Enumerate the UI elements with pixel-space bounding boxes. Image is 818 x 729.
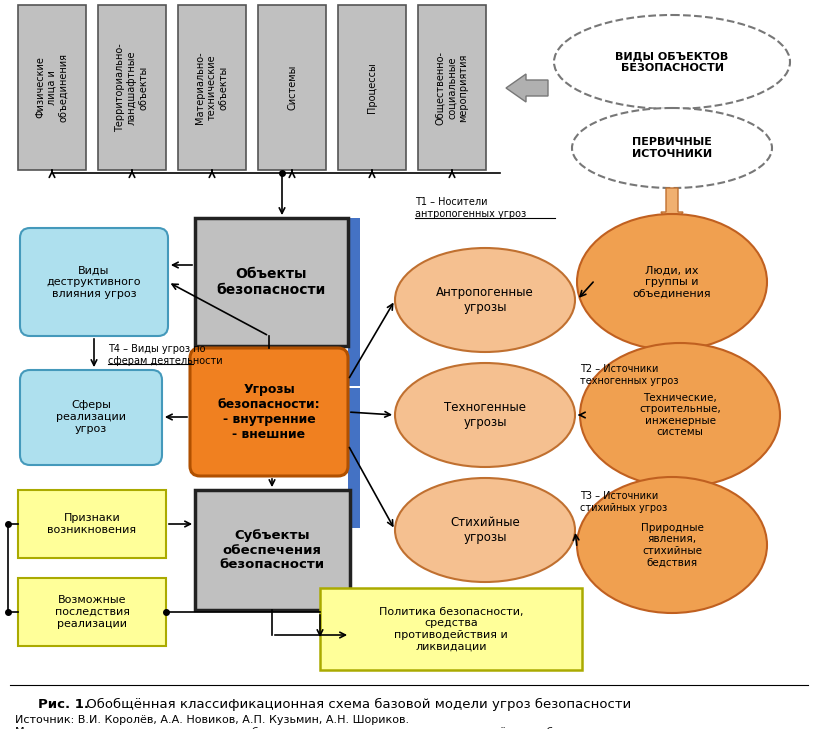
Text: Субъекты
обеспечения
безопасности: Субъекты обеспечения безопасности <box>219 529 325 572</box>
Text: Признаки
возникновения: Признаки возникновения <box>47 513 137 535</box>
Text: Материально-
технические
объекты: Материально- технические объекты <box>196 51 228 124</box>
Text: Возможные
последствия
реализации: Возможные последствия реализации <box>55 596 129 628</box>
Ellipse shape <box>395 248 575 352</box>
Text: Техногенные
угрозы: Техногенные угрозы <box>444 401 526 429</box>
Text: Политика безопасности,
средства
противодействия и
ликвидации: Политика безопасности, средства противод… <box>379 607 524 652</box>
Text: Люди, их
группы и
объединения: Люди, их группы и объединения <box>632 265 712 299</box>
Text: Объекты
безопасности: Объекты безопасности <box>217 267 326 297</box>
Text: Антропогенные
угрозы: Антропогенные угрозы <box>436 286 534 314</box>
Text: ПЕРВИЧНЫЕ
ИСТОЧНИКИ: ПЕРВИЧНЫЕ ИСТОЧНИКИ <box>632 137 712 159</box>
Text: Стихийные
угрозы: Стихийные угрозы <box>450 516 520 544</box>
Text: Физические
лица и
объединения: Физические лица и объединения <box>35 53 69 122</box>
Text: Виды
деструктивного
влияния угроз: Виды деструктивного влияния угроз <box>47 265 142 299</box>
Text: Общественно-
социальные
мероприятия: Общественно- социальные мероприятия <box>435 50 469 125</box>
Bar <box>18 490 166 558</box>
Bar <box>320 588 582 670</box>
FancyArrow shape <box>661 188 683 230</box>
Bar <box>338 5 406 170</box>
Ellipse shape <box>572 108 772 188</box>
FancyBboxPatch shape <box>190 348 348 476</box>
Bar <box>418 5 486 170</box>
Ellipse shape <box>554 15 790 109</box>
Text: Рис. 1.: Рис. 1. <box>38 698 89 711</box>
Text: Т1 – Носители
антропогенных угроз: Т1 – Носители антропогенных угроз <box>415 198 526 219</box>
Bar <box>98 5 166 170</box>
Text: Обобщённая классификационная схема базовой модели угроз безопасности: Обобщённая классификационная схема базов… <box>82 698 631 711</box>
Bar <box>195 218 348 346</box>
Text: Территориально-
ландшафтные
объекты: Территориально- ландшафтные объекты <box>115 43 149 132</box>
Ellipse shape <box>577 214 767 350</box>
Text: Угрозы
безопасности:
- внутренние
- внешние: Угрозы безопасности: - внутренние - внеш… <box>218 383 321 441</box>
Text: Природные
явления,
стихийные
бедствия: Природные явления, стихийные бедствия <box>640 523 703 567</box>
Ellipse shape <box>577 477 767 613</box>
FancyBboxPatch shape <box>20 228 168 336</box>
Bar <box>18 5 86 170</box>
Text: Технические,
строительные,
инженерные
системы: Технические, строительные, инженерные си… <box>639 393 721 437</box>
Bar <box>258 5 326 170</box>
FancyBboxPatch shape <box>20 370 162 465</box>
Ellipse shape <box>395 363 575 467</box>
Ellipse shape <box>580 343 780 487</box>
Text: ВИДЫ ОБЪЕКТОВ
БЕЗОПАСНОСТИ: ВИДЫ ОБЪЕКТОВ БЕЗОПАСНОСТИ <box>615 51 729 73</box>
Text: Процессы: Процессы <box>367 62 377 113</box>
Bar <box>178 5 246 170</box>
Text: Системы: Системы <box>287 65 297 110</box>
Text: Т3 – Источники
стихийных угроз: Т3 – Источники стихийных угроз <box>580 491 667 512</box>
Bar <box>348 388 360 528</box>
Text: Т4 – Виды угроз по
сферам деятельности: Т4 – Виды угроз по сферам деятельности <box>108 344 222 366</box>
FancyArrow shape <box>506 74 548 102</box>
Text: Сферы
реализации
угроз: Сферы реализации угроз <box>56 400 126 434</box>
Ellipse shape <box>395 478 575 582</box>
Bar <box>195 490 350 610</box>
Bar <box>348 218 360 386</box>
Bar <box>18 578 166 646</box>
Text: Источник: В.И. Королёв, А.А. Новиков, А.П. Кузьмин, А.Н. Шориков.
Методология по: Источник: В.И. Королёв, А.А. Новиков, А.… <box>15 715 595 729</box>
Text: Т2 – Источники
техногенных угроз: Т2 – Источники техногенных угроз <box>580 364 678 386</box>
